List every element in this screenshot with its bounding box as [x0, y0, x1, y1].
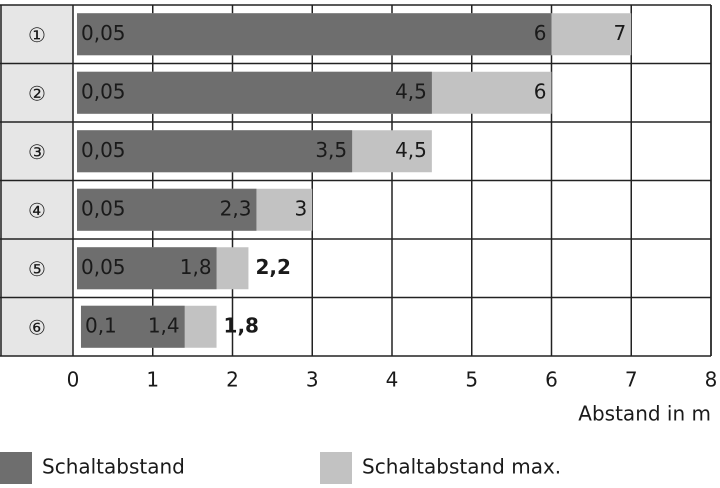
start-label: 0,05: [81, 138, 126, 162]
bar: [76, 13, 552, 56]
legend-swatch: [320, 452, 352, 484]
bar: [80, 305, 185, 348]
value-label: 3,5: [315, 138, 347, 162]
x-tick-label: 5: [465, 368, 478, 392]
value-label: 6: [534, 21, 547, 45]
bar: [76, 188, 257, 231]
bar: [76, 130, 353, 173]
max-value-label: 1,8: [224, 313, 259, 337]
max-value-label: 3: [295, 196, 308, 220]
category-label: ③: [28, 140, 46, 164]
max-value-label: 6: [534, 79, 547, 103]
legend-label: Schaltabstand max.: [362, 455, 561, 479]
x-tick-label: 7: [625, 368, 638, 392]
start-label: 0,05: [81, 196, 126, 220]
value-label: 1,4: [148, 313, 180, 337]
category-label: ④: [28, 198, 46, 222]
max-value-label: 2,2: [255, 255, 290, 279]
value-label: 1,8: [180, 255, 212, 279]
value-label: 2,3: [220, 196, 252, 220]
value-label: 4,5: [395, 79, 427, 103]
max-value-label: 4,5: [395, 138, 427, 162]
start-label: 0,05: [81, 79, 126, 103]
start-label: 0,1: [85, 313, 117, 337]
x-tick-label: 3: [306, 368, 319, 392]
start-label: 0,05: [81, 21, 126, 45]
category-label: ①: [28, 23, 46, 47]
legend-label: Schaltabstand: [42, 455, 185, 479]
x-tick-label: 8: [705, 368, 718, 392]
x-tick-label: 4: [386, 368, 399, 392]
max-value-label: 7: [614, 21, 627, 45]
bar: [76, 247, 217, 290]
legend-swatch: [0, 452, 32, 484]
x-tick-label: 0: [67, 368, 80, 392]
x-axis-label: Abstand in m: [578, 402, 711, 426]
category-label: ⑤: [28, 257, 46, 281]
category-label: ②: [28, 81, 46, 105]
start-label: 0,05: [81, 255, 126, 279]
x-tick-label: 1: [146, 368, 159, 392]
category-label: ⑥: [28, 315, 46, 339]
x-tick-label: 2: [226, 368, 239, 392]
bar: [76, 71, 432, 114]
x-tick-label: 6: [545, 368, 558, 392]
